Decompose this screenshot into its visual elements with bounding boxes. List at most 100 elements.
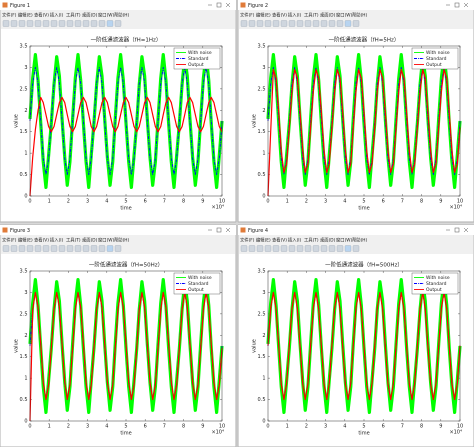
menu-item[interactable]: 工具(T) (304, 238, 319, 244)
toolbar-button[interactable] (10, 245, 18, 252)
toolbar-button[interactable] (288, 20, 296, 27)
toolbar-button[interactable] (98, 20, 106, 27)
x-axis-label: time (120, 431, 131, 437)
toolbar-button[interactable] (114, 20, 122, 27)
toolbar-button[interactable] (344, 245, 352, 252)
toolbar-button[interactable] (42, 245, 50, 252)
toolbar-button[interactable] (304, 245, 312, 252)
menu-item[interactable]: 工具(T) (304, 13, 319, 19)
toolbar-button[interactable] (2, 20, 10, 27)
toolbar-button[interactable] (26, 245, 34, 252)
toolbar-button[interactable] (344, 20, 352, 27)
toolbar-button[interactable] (264, 245, 272, 252)
menu-item[interactable]: 窗口(W) (98, 12, 115, 19)
toolbar-button[interactable] (2, 245, 10, 252)
toolbar-button[interactable] (98, 245, 106, 252)
toolbar-button[interactable] (264, 20, 272, 27)
menu-item[interactable]: 帮助(H) (352, 237, 368, 244)
toolbar-button[interactable] (296, 245, 304, 252)
toolbar-button[interactable] (312, 245, 320, 252)
menu-item[interactable]: 编辑(E) (256, 237, 271, 244)
toolbar-button[interactable] (50, 245, 58, 252)
toolbar-button[interactable] (248, 20, 256, 27)
x-tick-label: 5 (124, 424, 127, 430)
toolbar-button[interactable] (352, 245, 360, 252)
toolbar-button[interactable] (26, 20, 34, 27)
menu-item[interactable]: 窗口(W) (336, 12, 353, 19)
toolbar-button[interactable] (18, 20, 26, 27)
toolbar-button[interactable] (74, 20, 82, 27)
menu-item[interactable]: 编辑(E) (256, 12, 271, 19)
menu-item[interactable]: 编辑(E) (18, 237, 33, 244)
toolbar-button[interactable] (66, 20, 74, 27)
menu-item[interactable]: 桌面(D) (320, 237, 336, 244)
menu-item[interactable]: 文件(F) (2, 12, 17, 19)
toolbar-button[interactable] (18, 245, 26, 252)
toolbar-button[interactable] (74, 245, 82, 252)
menu-item[interactable]: 工具(T) (66, 238, 81, 244)
menu-item[interactable]: 桌面(D) (320, 12, 336, 19)
toolbar-button[interactable] (58, 245, 66, 252)
toolbar-button[interactable] (304, 20, 312, 27)
menu-item[interactable]: 查看(V) (34, 237, 49, 244)
x-tick-label: 7 (163, 199, 166, 205)
toolbar-button[interactable] (352, 20, 360, 27)
toolbar-button[interactable] (42, 20, 50, 27)
toolbar-button[interactable] (114, 245, 122, 252)
toolbar-button[interactable] (296, 20, 304, 27)
toolbar-button[interactable] (320, 20, 328, 27)
menu-item[interactable]: 插入(I) (288, 237, 302, 244)
y-tick-label: 3 (24, 290, 27, 296)
toolbar-button[interactable] (240, 245, 248, 252)
toolbar-button[interactable] (280, 20, 288, 27)
menu-item[interactable]: 查看(V) (272, 237, 287, 244)
legend-box (173, 272, 221, 295)
menu-item[interactable]: 插入(I) (50, 237, 64, 244)
menu-item[interactable]: 窗口(W) (98, 237, 115, 244)
y-tick-label: 2 (24, 108, 27, 114)
menu-item[interactable]: 帮助(H) (114, 237, 130, 244)
toolbar-button[interactable] (288, 245, 296, 252)
toolbar-button[interactable] (34, 245, 42, 252)
toolbar-button[interactable] (50, 20, 58, 27)
toolbar-button[interactable] (312, 20, 320, 27)
toolbar-button[interactable] (328, 245, 336, 252)
menu-item[interactable]: 文件(F) (240, 12, 255, 19)
toolbar-button[interactable] (328, 20, 336, 27)
toolbar-button[interactable] (280, 245, 288, 252)
toolbar-button[interactable] (320, 245, 328, 252)
toolbar-button[interactable] (90, 20, 98, 27)
toolbar-button[interactable] (256, 20, 264, 27)
y-tick-label: 2.5 (20, 311, 28, 317)
toolbar-button[interactable] (66, 245, 74, 252)
toolbar-button[interactable] (240, 20, 248, 27)
toolbar-button[interactable] (272, 20, 280, 27)
toolbar-button[interactable] (58, 20, 66, 27)
menu-item[interactable]: 帮助(H) (352, 12, 368, 19)
menu-item[interactable]: 桌面(D) (82, 12, 98, 19)
toolbar-button[interactable] (82, 245, 90, 252)
menu-item[interactable]: 文件(F) (240, 237, 255, 244)
menu-item[interactable]: 编辑(E) (18, 12, 33, 19)
toolbar-button[interactable] (272, 245, 280, 252)
menu-item[interactable]: 查看(V) (272, 12, 287, 19)
toolbar-button[interactable] (34, 20, 42, 27)
toolbar-button[interactable] (336, 245, 344, 252)
window-title: Figure 1 (10, 3, 30, 9)
toolbar-button[interactable] (82, 20, 90, 27)
menu-item[interactable]: 窗口(W) (336, 237, 353, 244)
toolbar-button[interactable] (256, 245, 264, 252)
toolbar-button[interactable] (336, 20, 344, 27)
toolbar-button[interactable] (106, 20, 114, 27)
toolbar-button[interactable] (90, 245, 98, 252)
toolbar-button[interactable] (106, 245, 114, 252)
toolbar-button[interactable] (248, 245, 256, 252)
menu-item[interactable]: 工具(T) (66, 13, 81, 19)
menu-item[interactable]: 查看(V) (34, 12, 49, 19)
toolbar-button[interactable] (10, 20, 18, 27)
menu-item[interactable]: 文件(F) (2, 237, 17, 244)
menu-item[interactable]: 插入(I) (288, 12, 302, 19)
menu-item[interactable]: 桌面(D) (82, 237, 98, 244)
menu-item[interactable]: 插入(I) (50, 12, 64, 19)
menu-item[interactable]: 帮助(H) (114, 12, 130, 19)
